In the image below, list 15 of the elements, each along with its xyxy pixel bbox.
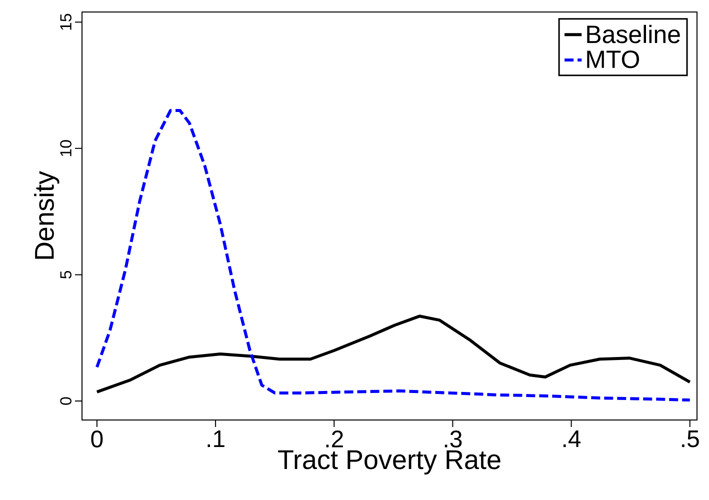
x-tick-label: .1 xyxy=(208,430,224,448)
x-tick-label: .2 xyxy=(326,430,343,448)
y-tick-label: 0 xyxy=(60,397,72,405)
y-axis-title: Density xyxy=(34,171,60,259)
y-tick-label: 5 xyxy=(60,270,72,279)
x-tick-label: .4 xyxy=(563,430,581,448)
x-tick-label: .5 xyxy=(682,430,699,448)
x-tick-label: .3 xyxy=(444,430,462,448)
y-tick-label: 10 xyxy=(60,140,72,156)
line-series xyxy=(95,314,692,394)
y-tick-label: 15 xyxy=(60,14,72,30)
x-axis-title: Tract Poverty Rate xyxy=(278,450,500,475)
x-tick-label: 0 xyxy=(91,430,103,448)
legend-label: Baseline xyxy=(587,24,680,44)
legend-label: MTO xyxy=(587,50,640,68)
